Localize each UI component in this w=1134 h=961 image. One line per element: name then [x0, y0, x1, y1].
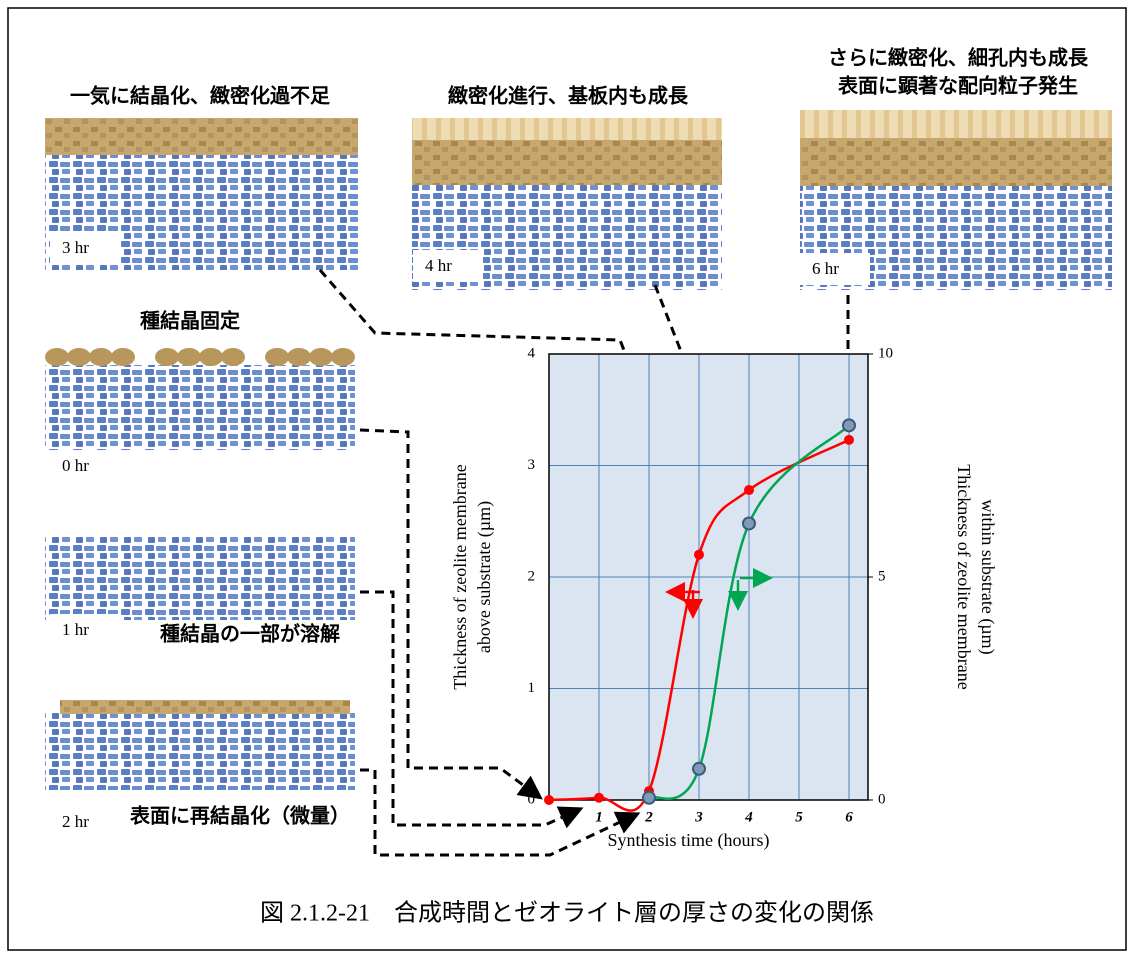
figure-border: [7, 7, 1127, 951]
panel-caption: 緻密化進行、基板内も成長: [448, 84, 689, 108]
y-tick-label: 4: [528, 345, 536, 361]
panel-caption: さらに緻密化、細孔内も成長: [828, 46, 1089, 70]
x-tick-label: 2: [644, 809, 653, 825]
panel-caption: 種結晶固定: [140, 309, 240, 333]
point: [742, 516, 756, 531]
y2-axis-label: Thickness of zeolite membrane: [954, 464, 974, 689]
zeolite-layer: [412, 140, 722, 185]
y2-tick-label: 0: [878, 791, 886, 807]
point: [642, 790, 656, 805]
y-axis-label: above substrate (µm): [474, 501, 495, 653]
y2-axis-label: within substrate (µm): [977, 499, 998, 654]
substrate: [45, 365, 355, 450]
panel-caption: 種結晶の一部が溶解: [160, 622, 340, 646]
panel-caption: 表面に再結晶化（微量）: [130, 804, 350, 828]
seed-crystal: [111, 348, 135, 366]
substrate: [45, 712, 355, 790]
seed-crystal: [45, 348, 69, 366]
time-label-box: [50, 614, 120, 646]
y-axis-label: Thickness of zeolite membrane: [450, 464, 470, 689]
chart: 1 2 3 4 5 6 0 1 2 3 4 0 5 10 Synthesis time (hours) Thi…: [450, 345, 998, 851]
point: [594, 792, 604, 803]
layer-oriented: [800, 110, 1112, 142]
time-label-box: [50, 232, 120, 264]
seed-crystal: [155, 348, 179, 366]
seed-crystal: [287, 348, 311, 366]
zeolite-layer: [60, 700, 350, 714]
seed-crystal: [199, 348, 223, 366]
seed-crystal: [177, 348, 201, 366]
panel-art: 3 hr 4 hr 6 hr 0 hr 1 hr 2 hr: [45, 110, 1112, 838]
figure-caption: 図 2.1.2-21 合成時間とゼオライト層の厚さの変化の関係: [260, 900, 874, 927]
time-label-box: [413, 250, 483, 282]
point: [692, 761, 706, 776]
time-label: 6 hr: [812, 259, 839, 278]
point: [842, 418, 856, 433]
seed-crystal: [89, 348, 113, 366]
x-tick-label: 6: [845, 809, 853, 825]
time-label: 2 hr: [62, 812, 89, 831]
y2-tick-label: 5: [878, 568, 886, 584]
substrate: [45, 535, 355, 620]
y2-tick-label: 10: [878, 345, 893, 361]
seed-crystal: [67, 348, 91, 366]
time-label: 4 hr: [425, 256, 452, 275]
series-line: [648, 424, 850, 800]
x-axis-label: Synthesis time (hours): [608, 830, 770, 851]
time-label-box: [50, 450, 120, 482]
seed-crystal: [331, 348, 355, 366]
x-tick-label: 5: [795, 809, 803, 825]
seed-crystal: [265, 348, 289, 366]
point: [694, 549, 704, 560]
y-tick-label: 1: [528, 680, 536, 696]
panel-caption: 一気に結晶化、緻密化過不足: [70, 84, 331, 108]
zeolite-layer: [45, 118, 358, 155]
point: [844, 434, 854, 445]
x-tick-label: 1: [595, 809, 603, 825]
time-label-box: [50, 806, 120, 838]
time-label: 0 hr: [62, 456, 89, 475]
zeolite-layer: [800, 138, 1112, 186]
seed-crystal: [221, 348, 245, 366]
point: [544, 795, 554, 805]
y-tick-label: 3: [528, 457, 536, 473]
x-tick-label: 3: [694, 809, 703, 825]
plot-border: [548, 353, 869, 801]
seed-crystal: [309, 348, 333, 366]
panel-caption: 表面に顕著な配向粒子発生: [838, 74, 1078, 98]
y-tick-label: 2: [528, 568, 536, 584]
time-label-box: [800, 253, 870, 285]
point: [744, 485, 754, 496]
time-label: 3 hr: [62, 238, 89, 257]
time-label: 1 hr: [62, 620, 89, 639]
x-tick-label: 4: [744, 809, 753, 825]
y-tick-label: 0: [528, 791, 536, 807]
